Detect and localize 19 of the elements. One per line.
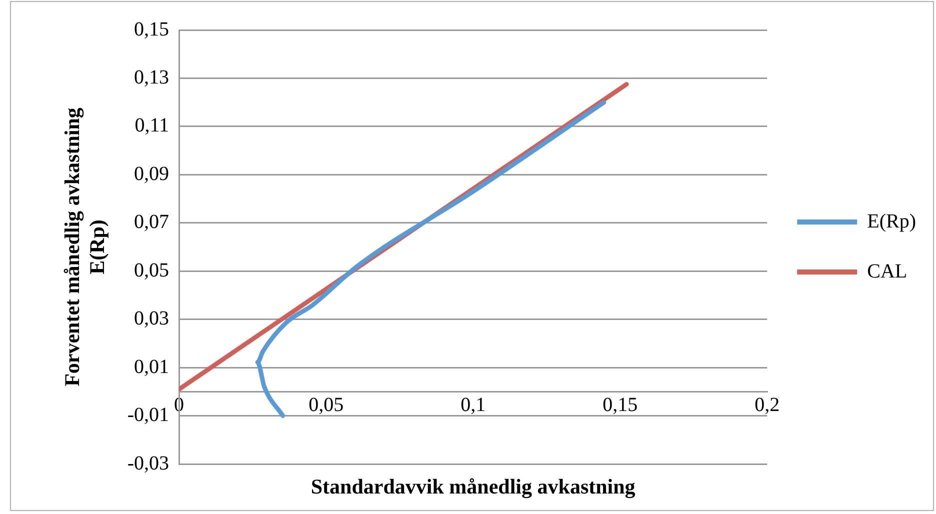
y-tick-label: -0,03 (127, 452, 170, 474)
x-tick-label: 0,1 (460, 394, 486, 416)
x-tick-label: 0,2 (754, 394, 780, 416)
x-axis-title: Standardavvik månedlig avkastning (310, 474, 636, 498)
x-tick-label: 0,05 (308, 394, 344, 416)
x-tick-label: 0,15 (602, 394, 638, 416)
y-tick-label: 0,09 (134, 162, 170, 185)
y-tick-label: 0,03 (134, 308, 170, 330)
x-tick-label: 0 (174, 394, 184, 416)
legend-label: CAL (867, 260, 908, 282)
y-tick-label: -0,01 (127, 404, 170, 426)
y-tick-label: 0,07 (134, 211, 170, 234)
y-tick-label: 0,15 (134, 18, 170, 40)
y-tick-label: 0,01 (134, 356, 170, 378)
y-tick-label: 0,13 (134, 66, 170, 88)
y-tick-label: 0,05 (134, 259, 170, 282)
legend-label: E(Rp) (867, 210, 916, 232)
y-tick-label: 0,11 (134, 114, 170, 137)
y-axis-title: Forventet månedlig avkastning E(Rp) (60, 107, 110, 386)
